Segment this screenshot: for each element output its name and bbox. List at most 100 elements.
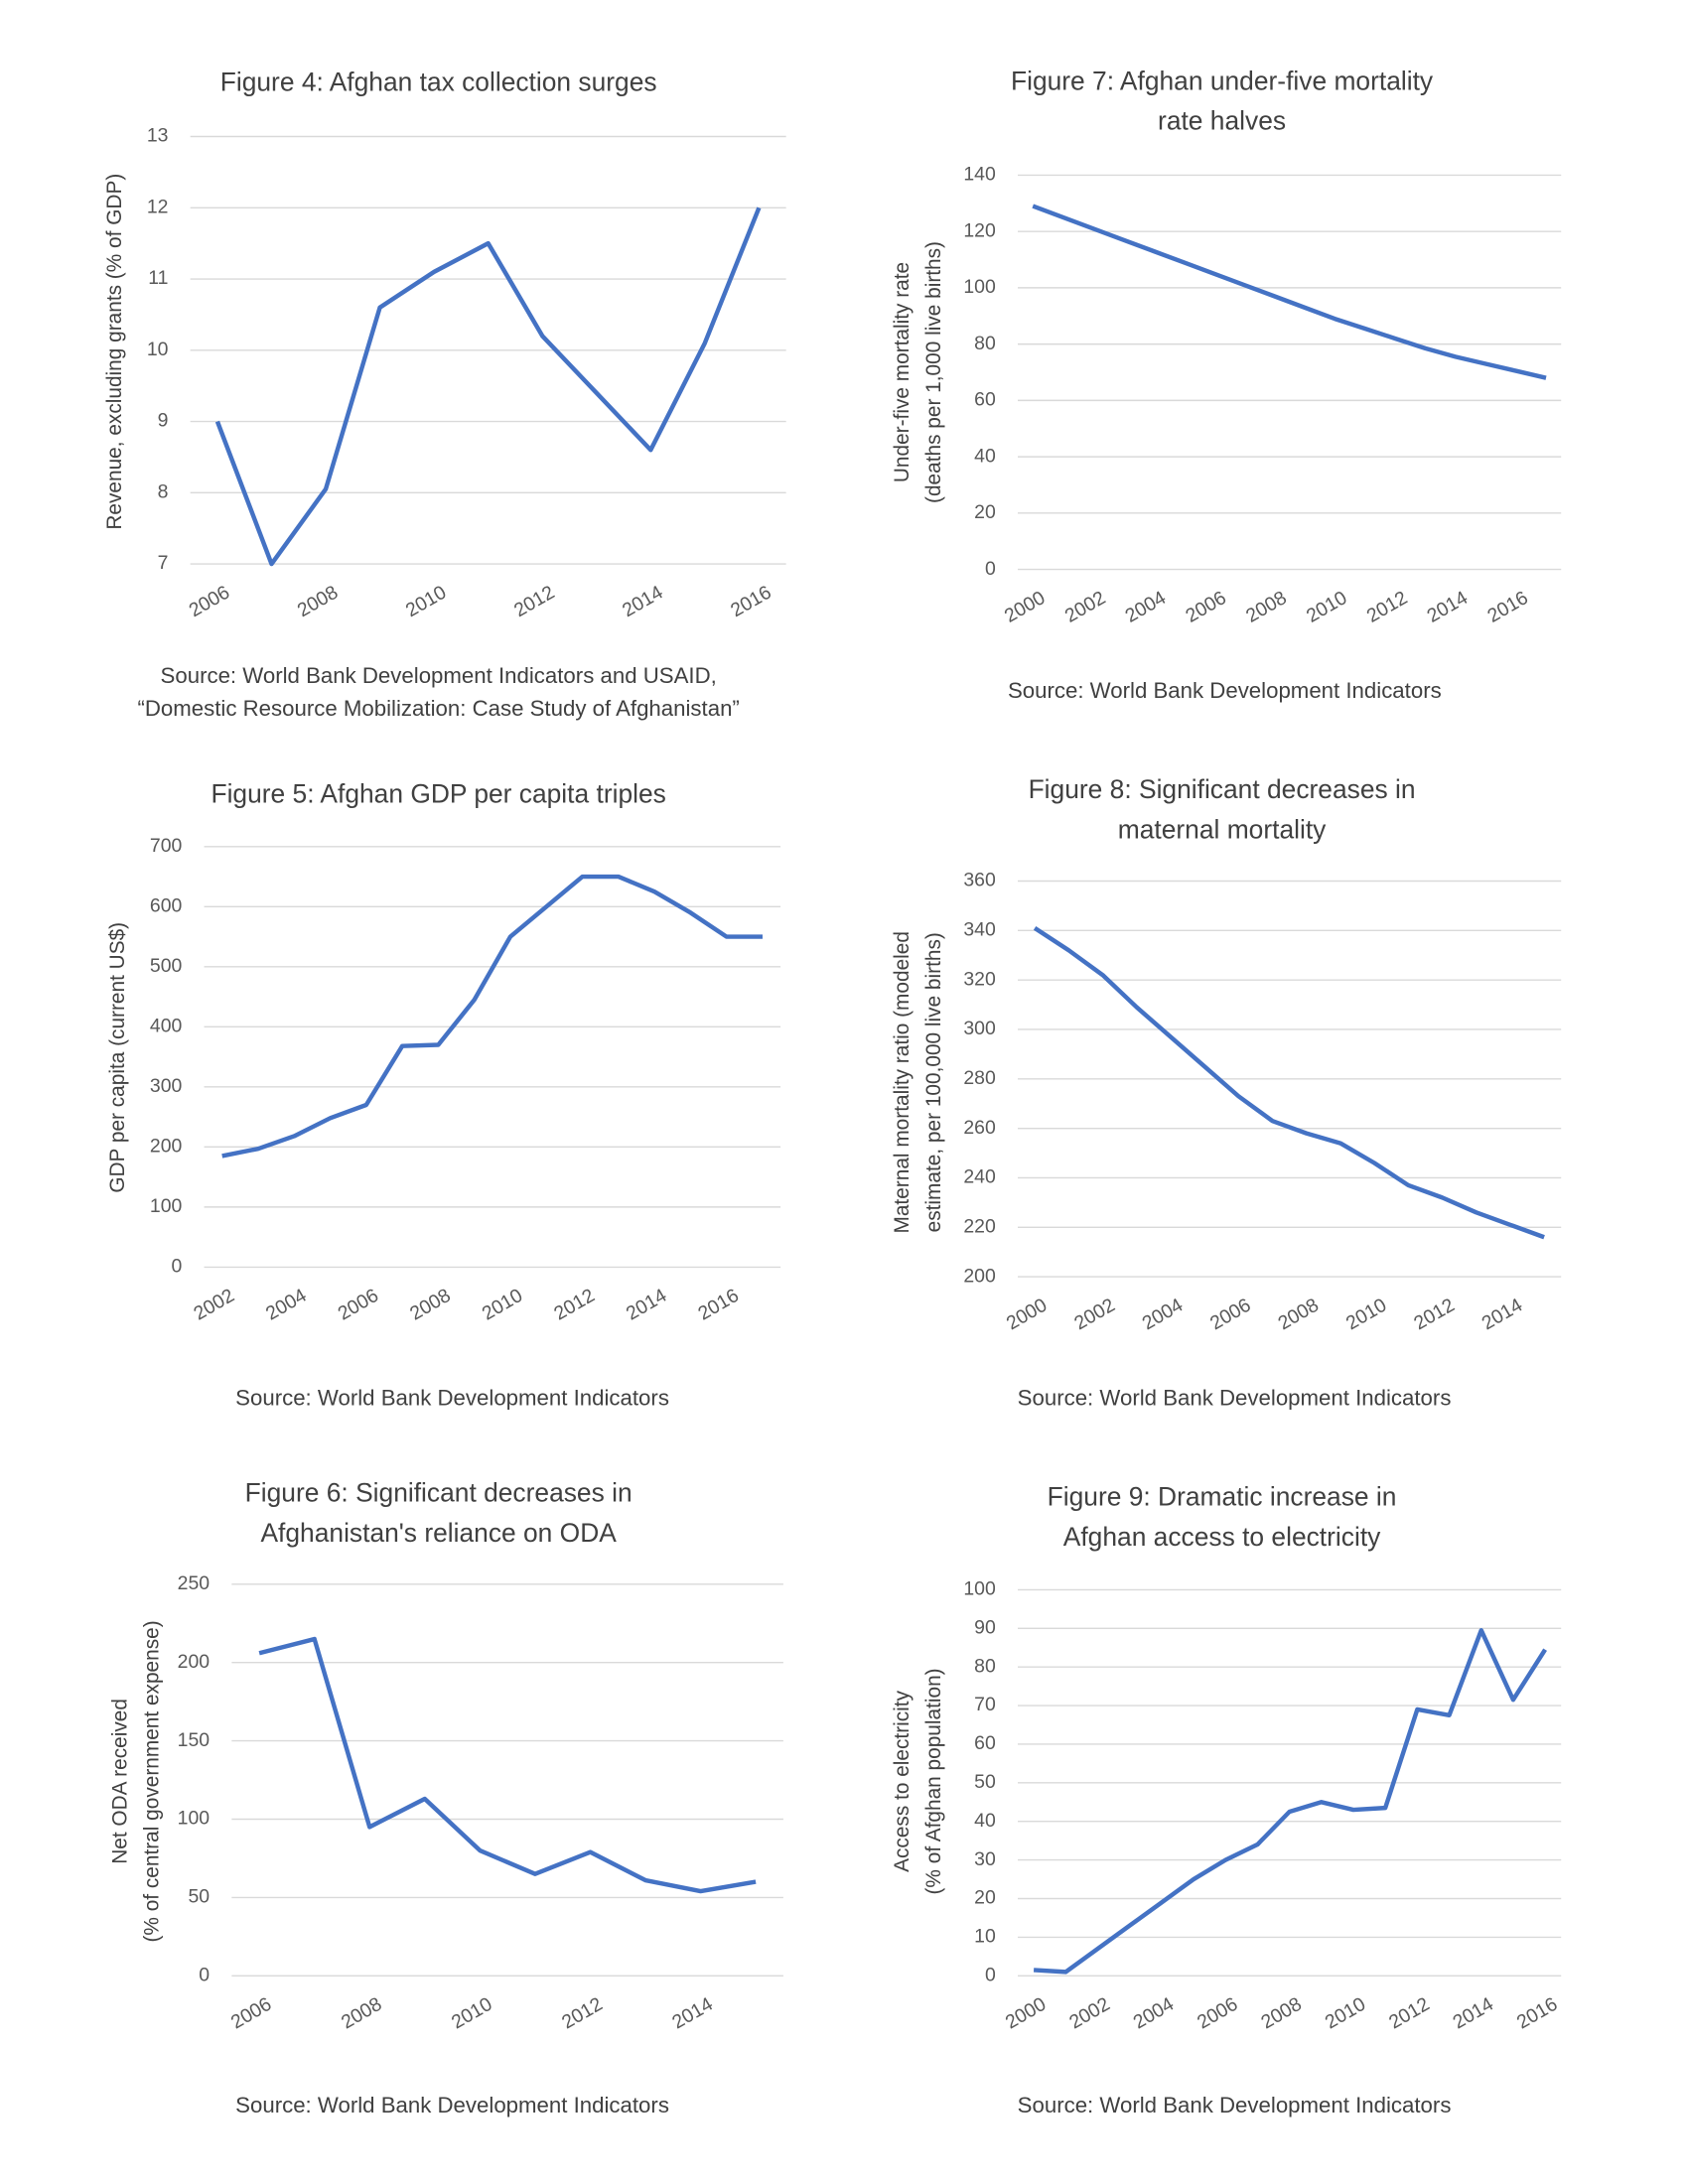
x-tick-label: 2016	[694, 1285, 742, 1325]
x-tick-label: 2012	[1363, 587, 1411, 627]
y-tick-label: 400	[150, 1015, 183, 1036]
x-tick-label: 2006	[227, 1993, 275, 2034]
source-note: Source: World Bank Development Indicator…	[161, 663, 717, 688]
y-tick-label: 9	[158, 410, 169, 432]
y-tick-label: 11	[148, 267, 168, 289]
x-tick-label: 2004	[1122, 587, 1171, 627]
chart-title: Figure 9: Dramatic increase in	[1048, 1482, 1397, 1512]
y-tick-label: 0	[199, 1964, 210, 1985]
source-note: Source: World Bank Development Indicator…	[1008, 678, 1442, 703]
chart-title: Figure 4: Afghan tax collection surges	[220, 68, 657, 97]
data-line	[1032, 204, 1547, 380]
chart-title: rate halves	[1158, 106, 1286, 136]
x-tick-label: 2006	[1182, 587, 1229, 627]
x-tick-label: 2002	[190, 1285, 237, 1325]
x-tick-label: 2004	[262, 1285, 311, 1325]
data-line	[258, 1636, 757, 1894]
y-tick-label: 260	[963, 1117, 996, 1139]
y-tick-label: 200	[150, 1135, 183, 1157]
x-tick-label: 2012	[550, 1285, 598, 1325]
y-tick-label: 10	[974, 1926, 996, 1948]
x-tick-label: 2000	[1002, 1993, 1051, 2034]
y-tick-label: 140	[963, 164, 996, 186]
x-tick-label: 2010	[1303, 587, 1351, 627]
x-tick-label: 2002	[1061, 587, 1109, 627]
y-tick-label: 12	[147, 196, 169, 217]
y-tick-label: 40	[974, 445, 996, 467]
y-axis-label: estimate, per 100,000 live births)	[922, 932, 945, 1232]
y-tick-label: 0	[985, 558, 996, 580]
y-tick-label: 200	[178, 1651, 211, 1673]
y-tick-label: 0	[172, 1256, 183, 1278]
x-tick-label: 2012	[1385, 1993, 1433, 2034]
y-tick-label: 80	[974, 333, 996, 354]
y-axis-label: Net ODA received	[109, 1699, 132, 1864]
y-axis-label: (deaths per 1,000 live births)	[922, 241, 945, 503]
y-tick-label: 250	[178, 1572, 211, 1594]
chart-title: Figure 6: Significant decreases in	[245, 1478, 633, 1508]
x-tick-label: 2000	[1003, 1295, 1052, 1335]
x-tick-label: 2014	[1449, 1993, 1497, 2034]
y-tick-label: 320	[963, 968, 996, 990]
y-tick-label: 7	[158, 552, 169, 574]
data-line	[1033, 1628, 1547, 1975]
x-tick-label: 2008	[338, 1993, 385, 2034]
x-tick-label: 2008	[294, 582, 342, 622]
y-tick-label: 8	[158, 480, 169, 502]
x-tick-label: 2010	[479, 1285, 527, 1325]
y-axis-label: (% of Afghan population)	[922, 1668, 945, 1894]
x-tick-label: 2006	[335, 1285, 382, 1325]
source-note: Source: World Bank Development Indicator…	[1018, 2093, 1452, 2117]
x-tick-label: 2006	[186, 582, 233, 622]
y-tick-label: 60	[974, 1732, 996, 1754]
x-tick-label: 2014	[1478, 1295, 1527, 1335]
x-tick-label: 2012	[510, 582, 558, 622]
x-tick-label: 2010	[1322, 1993, 1370, 2034]
chart-title: Afghanistan's reliance on ODA	[260, 1518, 617, 1548]
x-tick-label: 2004	[1130, 1993, 1179, 2034]
data-line	[1033, 925, 1545, 1240]
y-axis-label: Maternal mortality ratio (modeled	[891, 931, 914, 1233]
y-axis-label: Under-five mortality rate	[891, 262, 914, 482]
chart-title: Figure 8: Significant decreases in	[1029, 774, 1416, 804]
x-tick-label: 2008	[1257, 1993, 1305, 2034]
chart-title: Afghan access to electricity	[1063, 1522, 1381, 1552]
x-tick-label: 2006	[1206, 1295, 1254, 1335]
y-tick-label: 50	[974, 1771, 996, 1793]
y-tick-label: 30	[974, 1848, 996, 1870]
data-line	[214, 206, 762, 567]
x-tick-label: 2014	[623, 1285, 671, 1325]
y-axis-label: Access to electricity	[891, 1690, 914, 1871]
x-tick-label: 2008	[406, 1285, 454, 1325]
y-tick-label: 150	[178, 1729, 211, 1751]
y-tick-label: 200	[963, 1265, 996, 1287]
data-line	[221, 874, 763, 1159]
chart-title: maternal mortality	[1118, 814, 1327, 844]
x-tick-label: 2008	[1242, 587, 1290, 627]
y-axis-label: GDP per capita (current US$)	[106, 922, 129, 1193]
x-tick-label: 2016	[727, 582, 774, 622]
y-tick-label: 280	[963, 1067, 996, 1089]
y-tick-label: 600	[150, 894, 183, 916]
x-tick-label: 2008	[1274, 1295, 1322, 1335]
x-tick-label: 2002	[1065, 1993, 1113, 2034]
y-tick-label: 360	[963, 870, 996, 891]
source-note: Source: World Bank Development Indicator…	[235, 1386, 669, 1411]
y-tick-label: 340	[963, 918, 996, 940]
y-tick-label: 0	[985, 1964, 996, 1985]
y-tick-label: 240	[963, 1166, 996, 1188]
y-tick-label: 120	[963, 219, 996, 241]
y-tick-label: 100	[963, 276, 996, 298]
x-tick-label: 2000	[1001, 587, 1050, 627]
y-tick-label: 100	[150, 1195, 183, 1217]
source-note: Source: World Bank Development Indicator…	[235, 2093, 669, 2117]
y-tick-label: 80	[974, 1655, 996, 1677]
x-tick-label: 2016	[1513, 1993, 1561, 2034]
x-tick-label: 2014	[619, 581, 667, 621]
x-tick-label: 2014	[668, 1993, 717, 2034]
x-tick-label: 2010	[402, 581, 451, 621]
y-tick-label: 100	[963, 1578, 996, 1600]
y-axis-label: (% of central government expense)	[141, 1620, 164, 1942]
